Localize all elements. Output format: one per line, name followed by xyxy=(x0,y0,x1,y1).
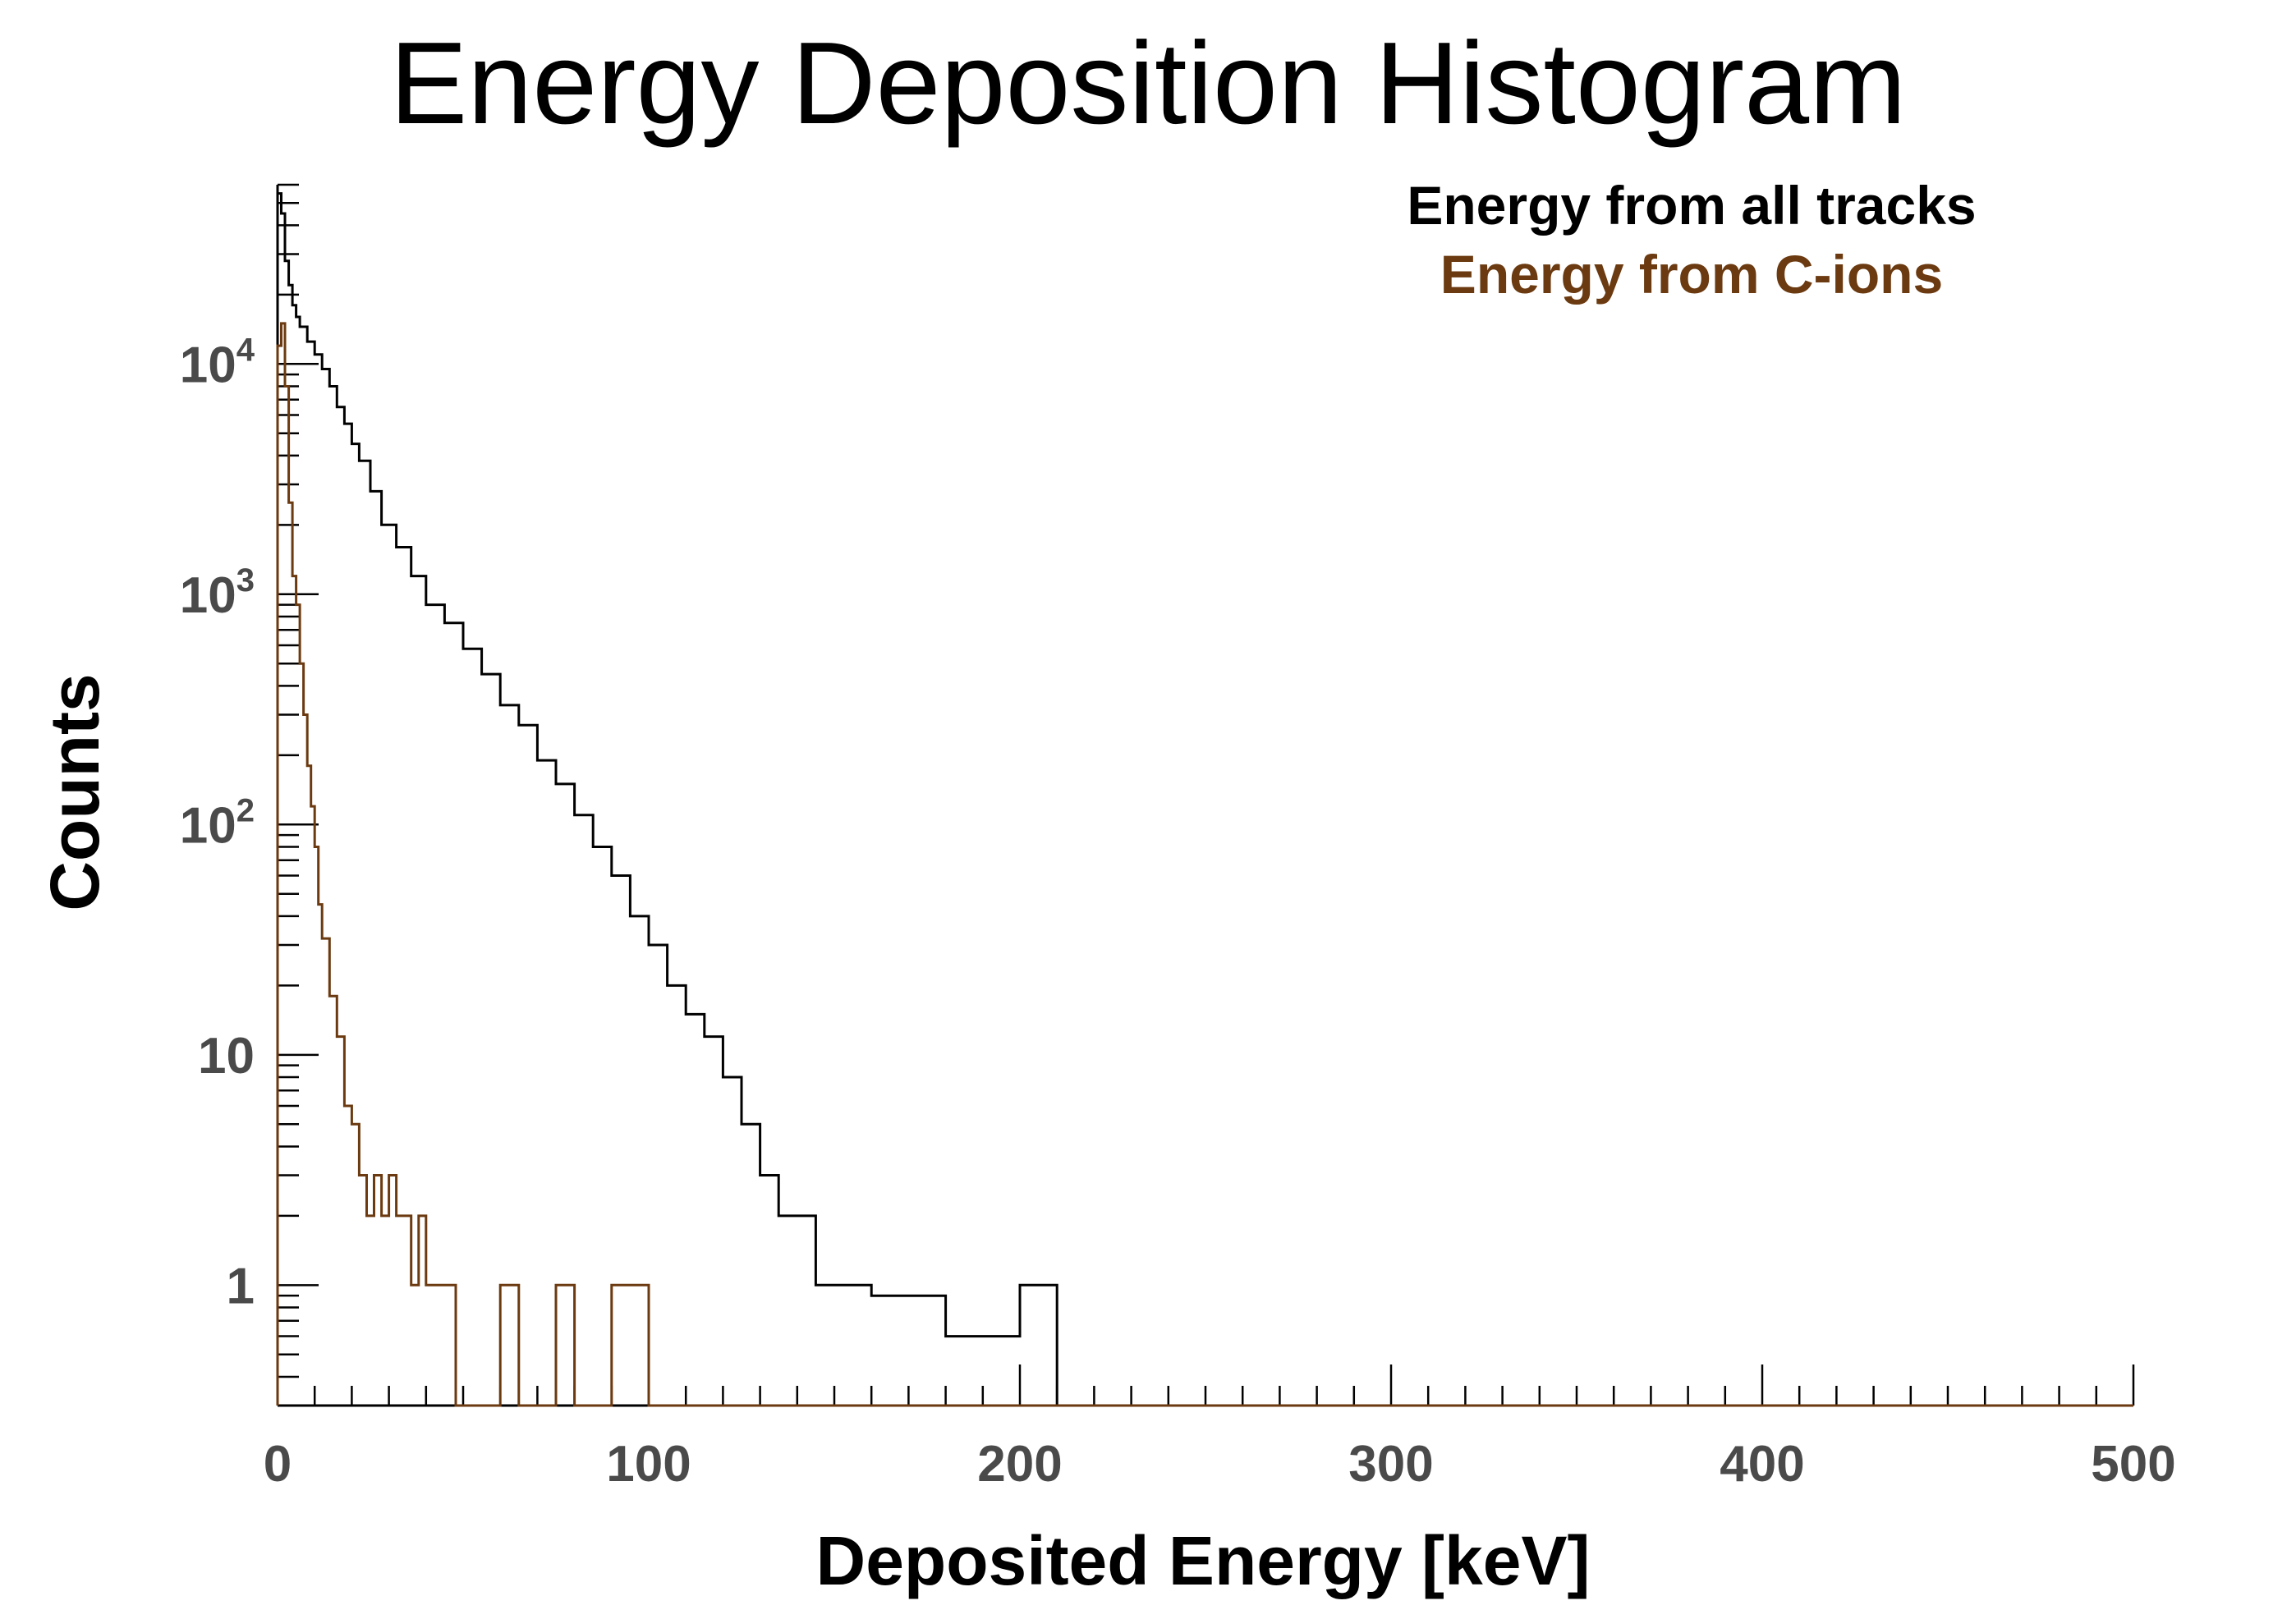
x-axis-title: Deposited Energy [keV] xyxy=(816,1522,1591,1599)
x-tick-label: 200 xyxy=(977,1436,1062,1493)
x-tick-label: 400 xyxy=(1720,1436,1804,1493)
legend: Energy from all tracks Energy from C-ion… xyxy=(1407,175,1976,305)
x-tick-label: 300 xyxy=(1348,1436,1433,1493)
y-tick-label: 10 xyxy=(198,1028,255,1085)
x-tick-label: 500 xyxy=(2091,1436,2175,1493)
x-tick-label: 0 xyxy=(264,1436,292,1493)
y-tick-label: 103 xyxy=(180,562,255,624)
y-axis-title: Counts xyxy=(36,673,113,910)
histogram-series-0 xyxy=(276,192,2133,1407)
axes xyxy=(276,183,2135,1407)
y-tick-label: 104 xyxy=(180,332,255,393)
x-tick-label: 100 xyxy=(606,1436,691,1493)
y-tick-label: 1 xyxy=(227,1258,255,1314)
legend-entry-all-tracks: Energy from all tracks xyxy=(1407,175,1976,236)
legend-entry-c-ions: Energy from C-ions xyxy=(1440,244,1943,305)
tick-labels: 0 100 200 300 400 500 1 10 102 103 104 xyxy=(180,332,2176,1493)
y-tick-label: 102 xyxy=(180,792,255,854)
histogram-series-1 xyxy=(276,322,2133,1407)
chart-title: Energy Deposition Histogram xyxy=(390,18,1907,149)
series-layer xyxy=(276,192,2133,1407)
